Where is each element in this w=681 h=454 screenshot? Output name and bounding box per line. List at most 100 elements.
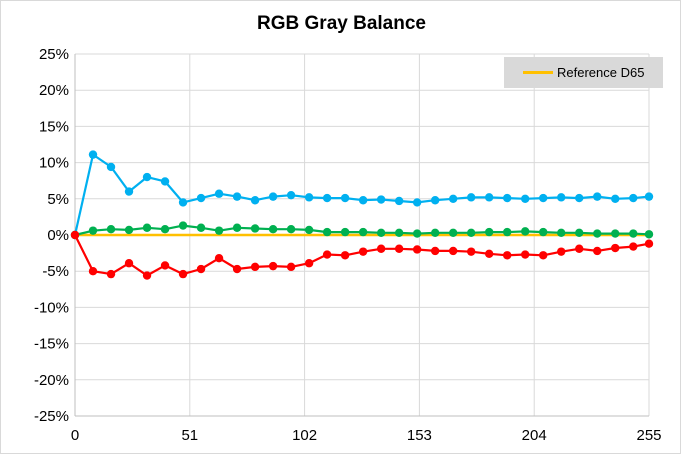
y-tick-label: 15% xyxy=(39,118,69,135)
data-point xyxy=(250,196,260,205)
data-point xyxy=(484,193,494,202)
x-tick-label: 153 xyxy=(407,427,432,444)
data-point xyxy=(250,262,260,272)
data-point xyxy=(376,244,386,253)
data-point xyxy=(286,190,296,200)
data-point xyxy=(629,229,638,238)
y-tick-label: 20% xyxy=(39,82,69,99)
data-point xyxy=(376,195,386,204)
data-point xyxy=(232,223,242,232)
data-point xyxy=(322,250,332,259)
data-point xyxy=(466,228,476,238)
data-point xyxy=(214,189,224,198)
data-point xyxy=(250,224,260,233)
data-point xyxy=(124,259,134,268)
data-point xyxy=(322,227,332,237)
data-point xyxy=(88,150,98,159)
y-tick-label: -15% xyxy=(34,336,69,353)
data-point xyxy=(358,247,368,256)
chart-title: RGB Gray Balance xyxy=(257,13,426,34)
y-tick-label: 5% xyxy=(47,191,69,208)
data-point xyxy=(232,264,242,274)
data-point xyxy=(124,187,134,196)
y-tick-label: 0% xyxy=(47,227,69,244)
data-point xyxy=(358,227,368,237)
data-point xyxy=(629,242,638,251)
data-point xyxy=(394,244,404,253)
data-point xyxy=(106,162,116,172)
x-tick-label: 255 xyxy=(636,427,661,444)
data-point xyxy=(196,223,206,232)
data-point xyxy=(376,228,386,238)
data-point xyxy=(160,225,170,234)
data-point xyxy=(557,228,566,238)
data-point xyxy=(268,225,278,234)
data-point xyxy=(106,269,116,279)
data-point xyxy=(502,227,512,237)
data-point xyxy=(539,193,548,203)
data-point xyxy=(557,193,566,202)
data-point xyxy=(196,264,206,274)
data-point xyxy=(593,246,602,256)
data-point xyxy=(232,192,242,201)
data-point xyxy=(304,193,314,202)
data-point xyxy=(142,223,152,232)
tick-labels: 25% 20% 15% 10% 5% 0% -5% -10% -15% -20% -25%0 51 10… xyxy=(34,46,662,444)
data-point xyxy=(430,228,440,238)
data-point xyxy=(539,251,548,260)
data-point xyxy=(142,271,152,280)
x-tick-label: 51 xyxy=(181,427,198,444)
data-point xyxy=(466,193,476,202)
data-point xyxy=(448,194,458,203)
data-point xyxy=(268,192,278,201)
data-point xyxy=(340,227,350,237)
data-point xyxy=(502,193,512,203)
data-point xyxy=(304,259,314,268)
data-point xyxy=(539,227,548,237)
data-point xyxy=(520,250,530,259)
data-point xyxy=(593,229,602,238)
data-point xyxy=(466,247,476,256)
data-point xyxy=(286,225,296,234)
data-point xyxy=(611,229,620,238)
y-tick-label: -20% xyxy=(34,372,69,389)
data-point xyxy=(340,193,350,203)
data-point xyxy=(644,239,654,248)
data-point xyxy=(268,261,278,271)
data-point xyxy=(88,226,98,235)
data-point xyxy=(502,251,512,260)
series-3 xyxy=(70,230,654,280)
data-point xyxy=(430,196,440,205)
data-point xyxy=(322,193,332,203)
data-point xyxy=(178,269,188,279)
data-point xyxy=(629,193,638,203)
data-point xyxy=(160,177,170,186)
data-point xyxy=(178,198,188,207)
data-point xyxy=(644,230,654,239)
data-point xyxy=(142,172,152,182)
y-tick-label: 10% xyxy=(39,155,69,172)
data-point xyxy=(412,245,422,254)
data-point xyxy=(575,228,584,238)
data-point xyxy=(304,225,314,235)
x-tick-label: 0 xyxy=(71,427,79,444)
data-point xyxy=(430,246,440,256)
data-point xyxy=(106,225,116,234)
data-point xyxy=(611,243,620,253)
data-point xyxy=(160,261,170,270)
data-point xyxy=(214,253,224,263)
series-2 xyxy=(70,221,654,240)
series-1 xyxy=(70,150,654,240)
data-point xyxy=(575,193,584,203)
y-tick-label: -10% xyxy=(34,299,69,316)
data-point xyxy=(520,227,530,236)
y-tick-label: -25% xyxy=(34,408,69,425)
y-tick-label: 25% xyxy=(39,46,69,63)
data-point xyxy=(286,262,296,272)
data-point xyxy=(214,226,224,235)
data-point xyxy=(484,227,494,237)
data-point xyxy=(394,228,404,238)
data-point xyxy=(484,249,494,259)
